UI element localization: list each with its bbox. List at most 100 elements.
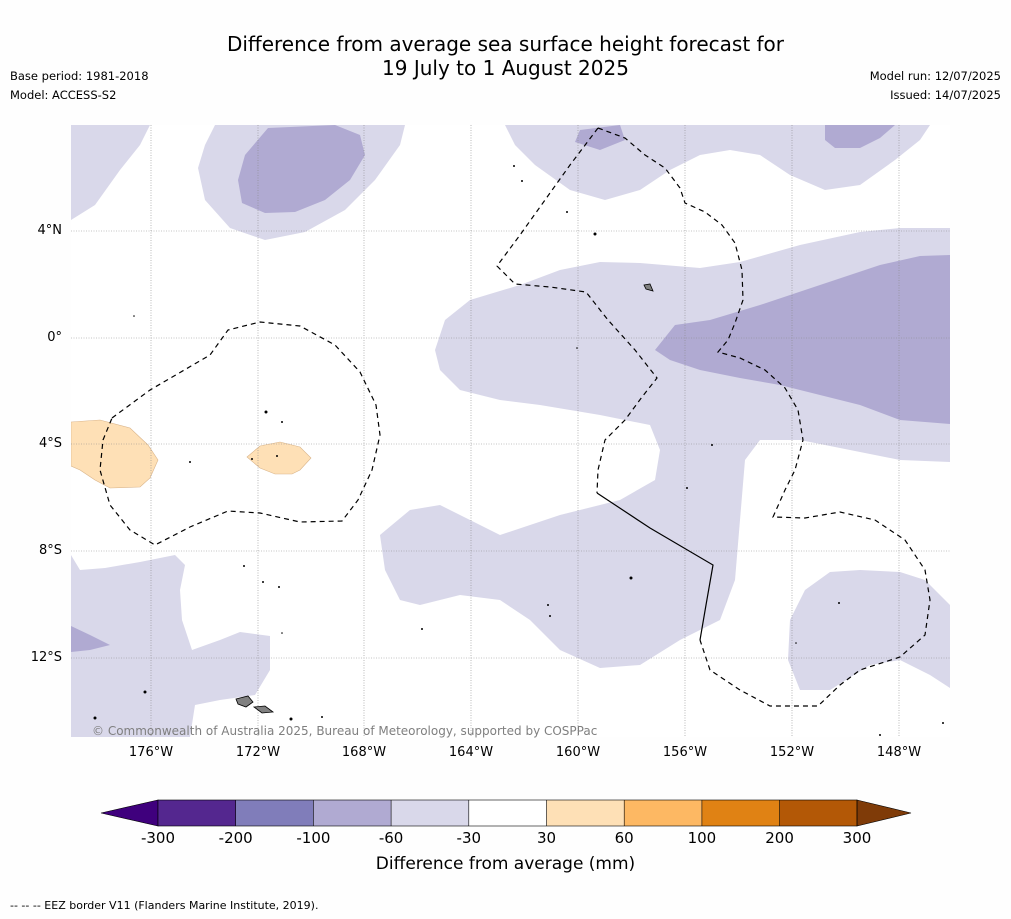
- colorbar-extend-low: [100, 799, 159, 827]
- region-medium-northeast: [825, 125, 895, 148]
- colorbar-bin-2: [235, 800, 314, 826]
- copyright-notice: © Commonwealth of Australia 2025, Bureau…: [92, 724, 598, 738]
- atoll: [189, 461, 191, 463]
- lat-label-8s: 8°S: [38, 543, 62, 558]
- atolls: [93, 165, 944, 736]
- colorbar-tick: -60: [378, 829, 404, 847]
- atoll: [795, 642, 797, 644]
- atoll: [321, 716, 323, 718]
- graticule: [71, 125, 950, 737]
- left-meta: Base period: 1981-2018 Model: ACCESS-S2: [10, 67, 149, 105]
- eez-footnote: -- -- -- EEZ border V11 (Flanders Marine…: [10, 899, 319, 912]
- map-title: Difference from average sea surface heig…: [0, 32, 1011, 80]
- lon-label-152w: 152°W: [769, 745, 815, 760]
- region-light-nw: [71, 125, 150, 220]
- island-christmas: [643, 283, 654, 292]
- region-positive-central: [246, 441, 312, 475]
- atoll: [133, 315, 135, 317]
- colorbar-tick: -300: [140, 829, 176, 847]
- region-positive-west: [71, 419, 159, 489]
- lon-label-160w: 160°W: [555, 745, 601, 760]
- atoll: [281, 632, 283, 634]
- islands: [235, 283, 654, 714]
- base-period: Base period: 1981-2018: [10, 69, 149, 83]
- colorbar-tick: 300: [842, 829, 872, 847]
- atoll: [513, 165, 515, 167]
- colorbar-bin-4: [391, 800, 469, 826]
- lon-label-164w: 164°W: [448, 745, 494, 760]
- lat-label-4s: 4°S: [38, 436, 62, 451]
- colorbar-tick: -30: [456, 829, 482, 847]
- atoll: [566, 211, 568, 213]
- atoll: [264, 410, 268, 414]
- atoll: [629, 576, 633, 580]
- eez-cook-border: [596, 492, 714, 641]
- colorbar-tick: 100: [687, 829, 717, 847]
- atoll: [549, 615, 551, 617]
- atoll: [421, 628, 423, 630]
- lon-label-156w: 156°W: [662, 745, 708, 760]
- colorbar-tick: -200: [218, 829, 253, 847]
- atoll: [879, 734, 881, 736]
- eez-solid-border: [596, 492, 714, 641]
- right-meta: Model run: 12/07/2025 Issued: 14/07/2025: [870, 67, 1001, 105]
- lon-label-172w: 172°W: [235, 745, 281, 760]
- atoll: [289, 717, 293, 721]
- title-line-1: Difference from average sea surface heig…: [226, 32, 785, 56]
- colorbar-outline: [157, 799, 858, 827]
- colorbar-tick: 200: [765, 829, 794, 847]
- lon-label-148w: 148°W: [876, 745, 922, 760]
- atoll: [711, 444, 713, 446]
- anomaly-minus60-100-regions: [71, 125, 950, 652]
- colorbar-bin-9: [779, 800, 857, 826]
- anomaly-plus30-60-regions: [71, 419, 312, 489]
- atoll: [521, 180, 523, 182]
- lat-label-12s: 12°S: [30, 650, 62, 665]
- colorbar-bin-3: [313, 800, 392, 826]
- atoll: [278, 586, 280, 588]
- atoll: [576, 347, 578, 349]
- region-medium-north: [238, 125, 365, 213]
- atoll: [686, 487, 688, 489]
- colorbar-bin-7: [624, 800, 702, 826]
- island-samoa-savaii: [235, 695, 254, 708]
- colorbar-extend-high: [856, 799, 912, 827]
- atoll: [143, 690, 147, 694]
- atoll: [276, 455, 278, 457]
- colorbar-bin-8: [701, 800, 780, 826]
- atoll: [547, 604, 549, 606]
- atoll: [262, 581, 264, 583]
- lat-label-4n: 4°N: [37, 223, 63, 238]
- eez-kiribati-west: [496, 127, 658, 494]
- lat-label-0: 0°: [47, 330, 62, 345]
- colorbar: [100, 799, 912, 827]
- region-light-southwest: [71, 555, 270, 737]
- region-light-southeast: [788, 570, 950, 690]
- model-name: Model: ACCESS-S2: [10, 88, 117, 102]
- atoll: [243, 565, 245, 567]
- colorbar-label: Difference from average (mm): [375, 854, 636, 874]
- title-line-2: 19 July to 1 August 2025: [382, 56, 629, 80]
- atoll: [93, 716, 97, 720]
- colorbar-tick: -100: [296, 829, 331, 847]
- colorbar-tick: 30: [536, 829, 557, 847]
- colorbar-bin-1: [158, 800, 236, 826]
- eez-borders: [99, 127, 931, 707]
- issued-date: Issued: 14/07/2025: [890, 88, 1001, 102]
- atoll: [942, 722, 944, 724]
- atoll: [281, 421, 283, 423]
- atoll: [251, 458, 253, 460]
- island-samoa-upolu: [252, 705, 275, 714]
- colorbar-bin-5: [468, 800, 547, 826]
- eez-kiribati-line: [597, 127, 931, 707]
- region-medium-east: [655, 255, 950, 424]
- atoll: [593, 232, 597, 236]
- colorbar-tick: 60: [614, 829, 634, 847]
- lon-label-176w: 176°W: [128, 745, 174, 760]
- model-run: Model run: 12/07/2025: [869, 69, 1001, 83]
- map-area: [71, 125, 950, 737]
- atoll: [838, 602, 840, 604]
- eez-tokelau: [99, 321, 381, 546]
- lon-label-168w: 168°W: [341, 745, 387, 760]
